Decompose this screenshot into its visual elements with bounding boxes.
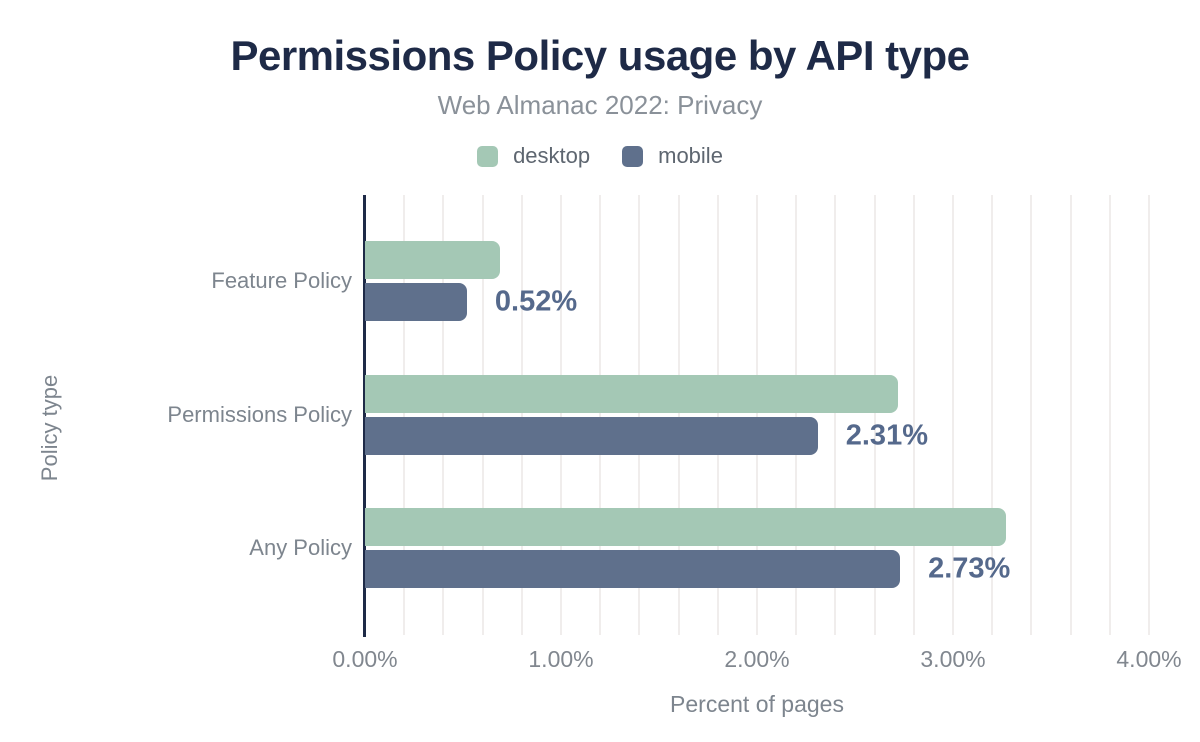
bar-permissions-policy-mobile: 2.31% xyxy=(365,417,928,455)
gridline xyxy=(873,195,876,635)
category-label-feature-policy: Feature Policy xyxy=(211,268,352,293)
gridline xyxy=(560,195,562,635)
bar-group-permissions-policy: 2.31% xyxy=(365,375,1149,455)
x-tick: 1.00% xyxy=(528,646,594,672)
gridline xyxy=(520,195,523,635)
bar-feature-policy-desktop xyxy=(365,241,501,279)
legend-item-desktop: desktop xyxy=(477,143,590,169)
bar-group-feature-policy: 0.52% xyxy=(365,241,1149,321)
value-label: 2.73% xyxy=(928,552,1011,585)
x-axis-ticks: 0.00% 1.00% 2.00% 3.00% 4.00% xyxy=(332,646,1181,672)
gridline xyxy=(638,195,641,635)
x-tick: 3.00% xyxy=(920,646,986,672)
bar-group-any-policy: 2.73% xyxy=(365,508,1149,588)
x-axis-title: Percent of pages xyxy=(670,691,844,717)
gridline xyxy=(599,195,602,635)
legend-label: mobile xyxy=(658,143,723,168)
x-tick: 0.00% xyxy=(332,646,398,672)
gridline xyxy=(991,195,994,635)
bar-any-policy-desktop xyxy=(365,508,1006,546)
gridline xyxy=(481,195,484,635)
gridline xyxy=(1148,195,1150,635)
category-label-any-policy: Any Policy xyxy=(249,535,352,560)
category-label-permissions-policy: Permissions Policy xyxy=(167,402,352,427)
desktop-swatch-icon xyxy=(477,145,499,167)
chart-subtitle: Web Almanac 2022: Privacy xyxy=(437,90,763,120)
x-tick: 2.00% xyxy=(724,646,790,672)
gridline xyxy=(716,195,719,635)
legend-item-mobile: mobile xyxy=(622,143,723,169)
x-tick: 4.00% xyxy=(1116,646,1182,672)
gridline xyxy=(442,195,445,635)
gridline xyxy=(912,195,915,635)
bar-feature-policy-mobile: 0.52% xyxy=(365,283,577,321)
gridline xyxy=(1108,195,1111,635)
chart-title: Permissions Policy usage by API type xyxy=(230,32,970,79)
y-axis-title: Policy type xyxy=(37,374,62,482)
mobile-swatch-icon xyxy=(622,145,644,167)
gridline xyxy=(677,195,680,635)
gridline xyxy=(1030,195,1033,635)
value-label: 0.52% xyxy=(494,285,578,318)
legend: desktop mobile xyxy=(0,143,1200,169)
gridline xyxy=(403,195,406,635)
gridline xyxy=(834,195,837,635)
plot-area: 0.52% 2.31% 2.73% xyxy=(363,195,1150,637)
y-axis-line xyxy=(363,195,366,637)
gridline xyxy=(1069,195,1072,635)
bar-any-policy-mobile: 2.73% xyxy=(365,550,1010,588)
value-label: 2.31% xyxy=(845,419,928,452)
gridline xyxy=(795,195,798,635)
gridline xyxy=(952,195,954,635)
gridline xyxy=(756,195,758,635)
bar-permissions-policy-desktop xyxy=(365,375,899,413)
legend-label: desktop xyxy=(513,143,591,168)
